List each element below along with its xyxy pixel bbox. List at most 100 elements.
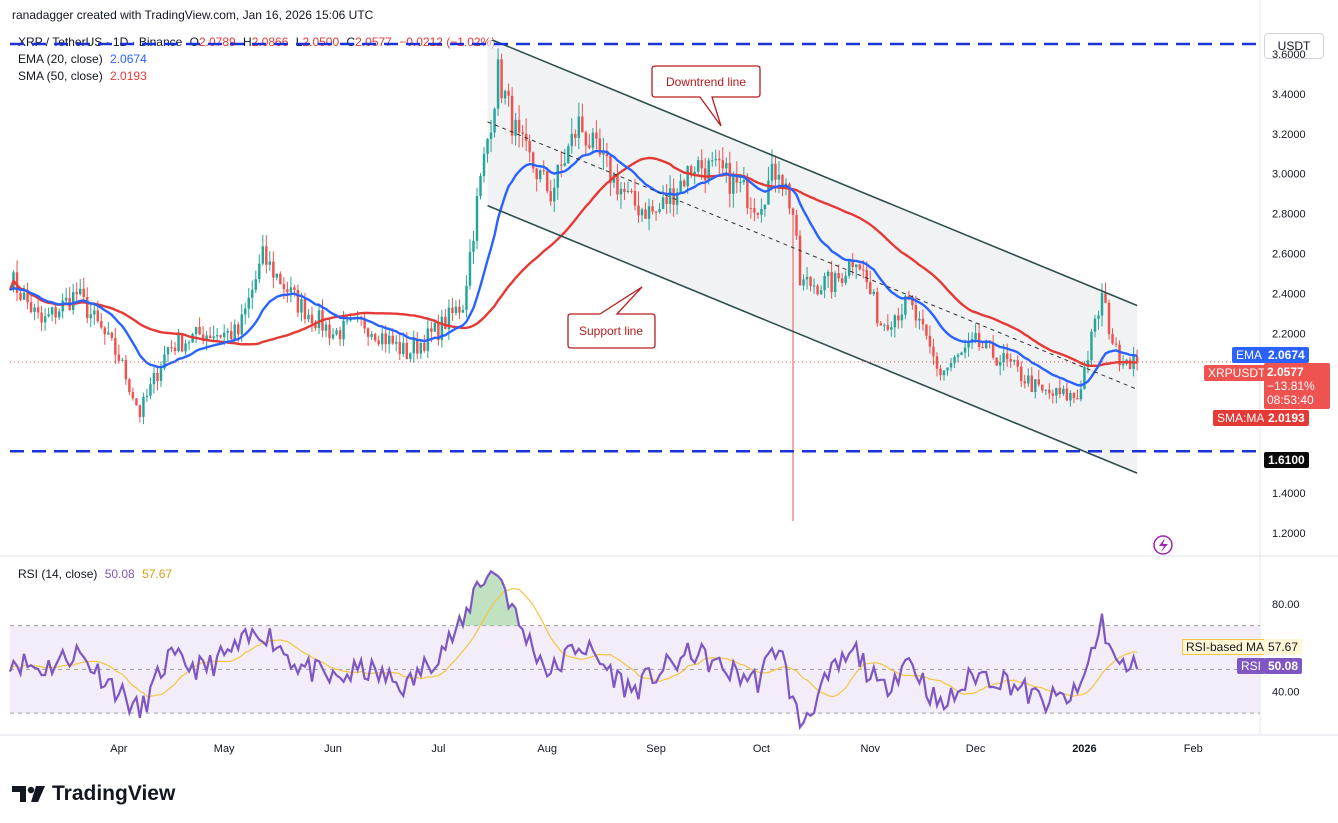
candle-body bbox=[637, 205, 640, 216]
sma-legend[interactable]: SMA (50, close) 2.0193 bbox=[18, 69, 147, 83]
candle-body bbox=[844, 275, 847, 283]
brand-name: TradingView bbox=[52, 782, 176, 805]
candle-body bbox=[879, 323, 883, 326]
candle-body bbox=[451, 307, 454, 314]
candle-body bbox=[1107, 302, 1111, 335]
candle-body bbox=[718, 158, 721, 161]
sma-tag-label: SMA:MA bbox=[1213, 410, 1269, 426]
sma-legend-label: SMA (50, close) bbox=[18, 69, 103, 83]
candle-body bbox=[237, 324, 240, 335]
rsi-ma-legend-value: 57.67 bbox=[142, 567, 173, 581]
tradingview-logo[interactable]: TradingView bbox=[12, 782, 175, 806]
credit-header: ranadagger created with TradingView.com,… bbox=[12, 8, 374, 22]
rsi-plot bbox=[8, 569, 1260, 731]
candle-body bbox=[777, 174, 781, 180]
candle-body bbox=[925, 324, 928, 336]
downtrend-callout[interactable]: Downtrend line bbox=[651, 65, 761, 127]
ohlc-close: 2.0577 bbox=[355, 35, 392, 49]
price-tick-label: 3.4000 bbox=[1272, 89, 1306, 101]
candle-body bbox=[61, 300, 64, 312]
candle-body bbox=[244, 308, 247, 315]
candle-body bbox=[416, 339, 419, 354]
candle-body bbox=[1044, 389, 1048, 391]
candle-body bbox=[872, 291, 875, 294]
candle-body bbox=[229, 330, 233, 340]
candle-body bbox=[651, 206, 654, 212]
candle-body bbox=[560, 164, 563, 166]
candle-body bbox=[187, 342, 191, 344]
candle-body bbox=[819, 290, 823, 295]
candle-body bbox=[1097, 315, 1100, 319]
candle-body bbox=[591, 132, 595, 148]
candle-body bbox=[423, 342, 426, 351]
candle-body bbox=[893, 315, 897, 328]
candle-body bbox=[595, 132, 598, 139]
candle-body bbox=[384, 333, 387, 345]
candle-body bbox=[26, 292, 29, 303]
candle-body bbox=[935, 356, 939, 369]
time-tick-label: 2026 bbox=[1072, 743, 1096, 755]
price-tick-label: 2.2000 bbox=[1272, 328, 1306, 340]
time-tick-label: Oct bbox=[753, 743, 770, 755]
candle-body bbox=[854, 264, 858, 268]
candle-body bbox=[1016, 360, 1019, 367]
candle-body bbox=[36, 307, 40, 313]
candle-body bbox=[626, 190, 630, 193]
rsi-legend[interactable]: RSI (14, close) 50.08 57.67 bbox=[18, 567, 172, 581]
candle-body bbox=[268, 261, 272, 265]
candle-body bbox=[138, 405, 142, 417]
candle-body bbox=[1072, 392, 1076, 399]
candle-body bbox=[314, 323, 317, 329]
candle-body bbox=[528, 140, 531, 153]
replay-icon[interactable] bbox=[1153, 535, 1173, 555]
annotations: Downtrend line Support line bbox=[567, 65, 1173, 555]
candle-body bbox=[142, 397, 145, 417]
candle-body bbox=[279, 273, 282, 285]
candle-body bbox=[275, 273, 279, 278]
candle-body bbox=[1030, 375, 1033, 393]
ema-legend-value: 2.0674 bbox=[110, 52, 147, 66]
candle-body bbox=[904, 296, 907, 315]
candle-body bbox=[226, 330, 229, 333]
candle-body bbox=[208, 335, 212, 339]
candle-body bbox=[331, 334, 335, 339]
candle-body bbox=[1062, 388, 1065, 395]
ema20-line bbox=[9, 149, 1138, 387]
candle-body bbox=[584, 132, 588, 146]
candle-body bbox=[1037, 379, 1041, 385]
symbol-label[interactable]: XRP / TetherUS · 1D · Binance bbox=[18, 35, 183, 49]
candle-body bbox=[918, 318, 921, 321]
candle-body bbox=[461, 309, 465, 313]
candle-body bbox=[212, 336, 215, 339]
candle-body bbox=[1111, 334, 1114, 344]
rsi-ma-tag-value: 57.67 bbox=[1264, 639, 1303, 655]
candle-body bbox=[763, 204, 767, 209]
candle-body bbox=[198, 326, 201, 335]
candle-body bbox=[419, 342, 423, 354]
candle-body bbox=[468, 251, 472, 286]
candle-body bbox=[1100, 293, 1104, 316]
candle-body bbox=[746, 180, 749, 209]
candle-body bbox=[370, 334, 373, 337]
channel-midline bbox=[487, 121, 1138, 390]
candle-body bbox=[335, 330, 338, 335]
candle-body bbox=[1041, 384, 1044, 391]
candle-body bbox=[289, 287, 293, 293]
candle-body bbox=[254, 279, 258, 290]
candle-body bbox=[258, 263, 261, 280]
time-tick-label: May bbox=[214, 743, 235, 755]
candle-body bbox=[496, 59, 500, 109]
candle-body bbox=[482, 153, 486, 177]
candle-body bbox=[173, 347, 177, 352]
candle-body bbox=[395, 341, 398, 344]
candle-body bbox=[563, 163, 567, 166]
currency-button[interactable]: USDT bbox=[1264, 33, 1324, 59]
candle-body bbox=[47, 314, 50, 317]
ema-legend[interactable]: EMA (20, close) 2.0674 bbox=[18, 52, 147, 66]
ohlc-low-label: L bbox=[295, 35, 303, 49]
candle-body bbox=[672, 188, 675, 205]
candle-body bbox=[977, 332, 981, 347]
support-callout[interactable]: Support line bbox=[567, 286, 656, 349]
candle-body bbox=[156, 372, 159, 381]
